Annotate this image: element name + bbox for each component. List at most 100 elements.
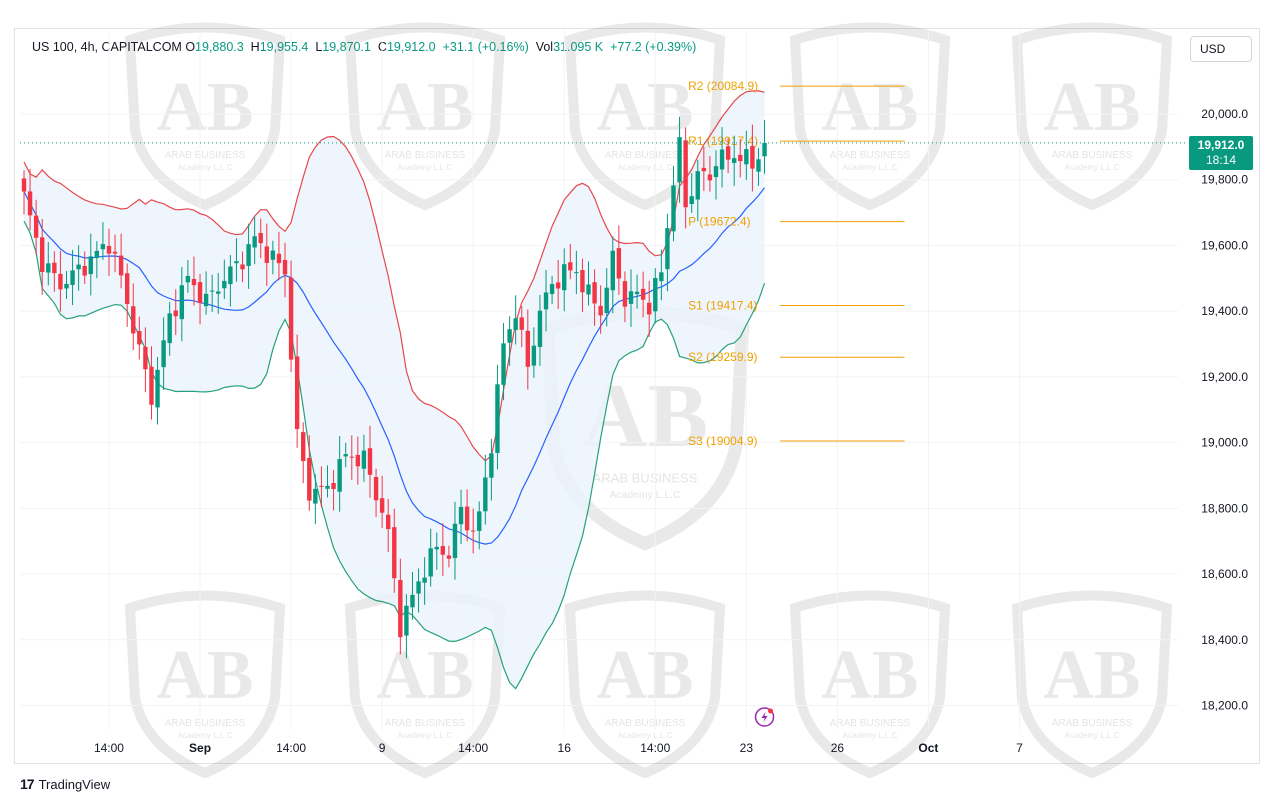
candle-body xyxy=(586,284,591,295)
candle-body xyxy=(197,282,203,304)
candle-body xyxy=(719,149,725,170)
open-value: 19,880.3 xyxy=(195,40,244,54)
y-axis: 18,200.0 18,400.0 18,600.0 18,800.0 19,000.0… xyxy=(1201,107,1248,713)
x-tick-label: 14:00 xyxy=(276,741,306,755)
candle-body xyxy=(762,142,767,157)
candle-body xyxy=(555,282,561,289)
candle-body xyxy=(373,477,379,501)
candle-body xyxy=(756,159,761,172)
symbol-label[interactable]: US 100, 4h, CAPITALCOM xyxy=(32,40,182,54)
candle-body xyxy=(173,310,178,317)
y-tick-label: 19,200.0 xyxy=(1201,370,1248,384)
y-tick-label: 19,400.0 xyxy=(1201,304,1248,318)
candle-body xyxy=(112,251,118,254)
candle-body xyxy=(738,154,743,162)
pivot-layer: R2 (20084.9) R1 (19917.4) P (19672.4) S1 (1… xyxy=(688,79,905,448)
candle-body xyxy=(458,506,464,525)
watermark-mark: AB xyxy=(1043,637,1140,714)
candle-body xyxy=(209,290,215,292)
candle-body xyxy=(361,450,367,469)
candle-body xyxy=(701,167,707,172)
watermark-shield-icon xyxy=(564,590,726,779)
tradingview-footer: 17 TradingView xyxy=(20,776,110,792)
candle-body xyxy=(440,546,446,555)
watermark-line1: ARAB BUSINESS xyxy=(830,718,911,729)
watermark-line2: Academy L.L.C xyxy=(178,731,233,740)
pivot-label-s1: S1 (19417.4) xyxy=(688,298,757,312)
candle-body xyxy=(155,369,160,408)
watermark-line1: ARAB BUSINESS xyxy=(385,718,466,729)
candle-body xyxy=(513,318,518,330)
high-label: H xyxy=(250,40,260,54)
candle-body xyxy=(234,261,239,264)
x-tick-label: 16 xyxy=(558,741,572,755)
low-label: L xyxy=(315,40,323,54)
watermark-logo: AB ARAB BUSINESS Academy L.L.C xyxy=(1011,22,1173,211)
watermark-line2: Academy L.L.C xyxy=(609,490,681,501)
bollinger-upper-line xyxy=(23,90,765,462)
candle-body xyxy=(379,498,385,513)
candle-body xyxy=(622,281,628,307)
vol-change-value: +77.2 (+0.39%) xyxy=(610,40,697,54)
candle-body xyxy=(580,270,585,293)
candle-body xyxy=(750,145,755,169)
candle-body xyxy=(713,166,719,178)
watermark-line2: Academy L.L.C xyxy=(843,163,898,172)
candle-body xyxy=(222,280,227,289)
candle-body xyxy=(276,253,282,264)
candle-body xyxy=(203,293,209,307)
watermark-line1: ARAB BUSINESS xyxy=(830,150,911,161)
candle-body xyxy=(501,343,506,385)
pivot-label-r2: R2 (20084.9) xyxy=(688,79,758,93)
candle-body xyxy=(100,244,106,250)
y-tick-label: 19,600.0 xyxy=(1201,238,1248,252)
candle-body xyxy=(647,302,652,315)
watermark-shield-icon xyxy=(124,22,286,211)
candle-body xyxy=(367,448,373,475)
x-tick-label: Oct xyxy=(918,741,938,755)
x-axis: 14:00 Sep 14:00 9 14:00 16 14:00 23 26 Oct 7 xyxy=(94,741,1023,755)
candle-body xyxy=(88,256,93,275)
candle-body xyxy=(58,273,63,290)
watermark-layer: AB ARAB BUSINESS Academy L.L.C AB ARAB BUSIN… xyxy=(124,22,1173,779)
watermark-mark: AB xyxy=(596,637,693,714)
candle-body xyxy=(695,171,700,200)
watermark-line2: Academy L.L.C xyxy=(178,163,233,172)
watermark-logo: AB ARAB BUSINESS Academy L.L.C xyxy=(124,22,286,211)
candle-body xyxy=(604,287,609,313)
candle-body xyxy=(288,277,294,360)
watermark-line1: ARAB BUSINESS xyxy=(1052,150,1133,161)
watermark-mark: AB xyxy=(821,637,918,714)
candle-body xyxy=(325,485,330,489)
candle-body xyxy=(149,366,154,405)
candle-body xyxy=(319,485,324,487)
low-value: 19,870.1 xyxy=(322,40,371,54)
pivot-label-s3: S3 (19004.9) xyxy=(688,434,757,448)
candle-body xyxy=(355,454,361,467)
candle-body xyxy=(416,581,421,594)
candle-body xyxy=(185,275,191,283)
candle-body xyxy=(470,530,476,532)
candle-body xyxy=(33,215,39,238)
candle-body xyxy=(301,432,306,462)
candle-body xyxy=(337,459,342,492)
candle-body xyxy=(422,577,427,583)
watermark-line2: Academy L.L.C xyxy=(398,163,453,172)
candle-body xyxy=(349,456,354,458)
candle-body xyxy=(258,232,263,244)
watermark-line2: Academy L.L.C xyxy=(1065,731,1120,740)
candle-body xyxy=(689,196,694,205)
vol-value: 31.095 K xyxy=(553,40,604,54)
watermark-line2: Academy L.L.C xyxy=(618,731,673,740)
x-tick-label: 7 xyxy=(1016,741,1023,755)
candle-body xyxy=(653,278,658,312)
last-price-value: 19,912.0 xyxy=(1197,138,1245,152)
y-tick-label: 20,000.0 xyxy=(1201,107,1248,121)
candle-body xyxy=(216,291,221,294)
candle-body xyxy=(228,266,233,285)
currency-selector[interactable]: USD xyxy=(1190,36,1252,62)
candle-body xyxy=(665,228,670,270)
last-price-tag: 19,912.0 18:14 xyxy=(1189,136,1253,170)
tradingview-brand[interactable]: TradingView xyxy=(38,776,111,792)
